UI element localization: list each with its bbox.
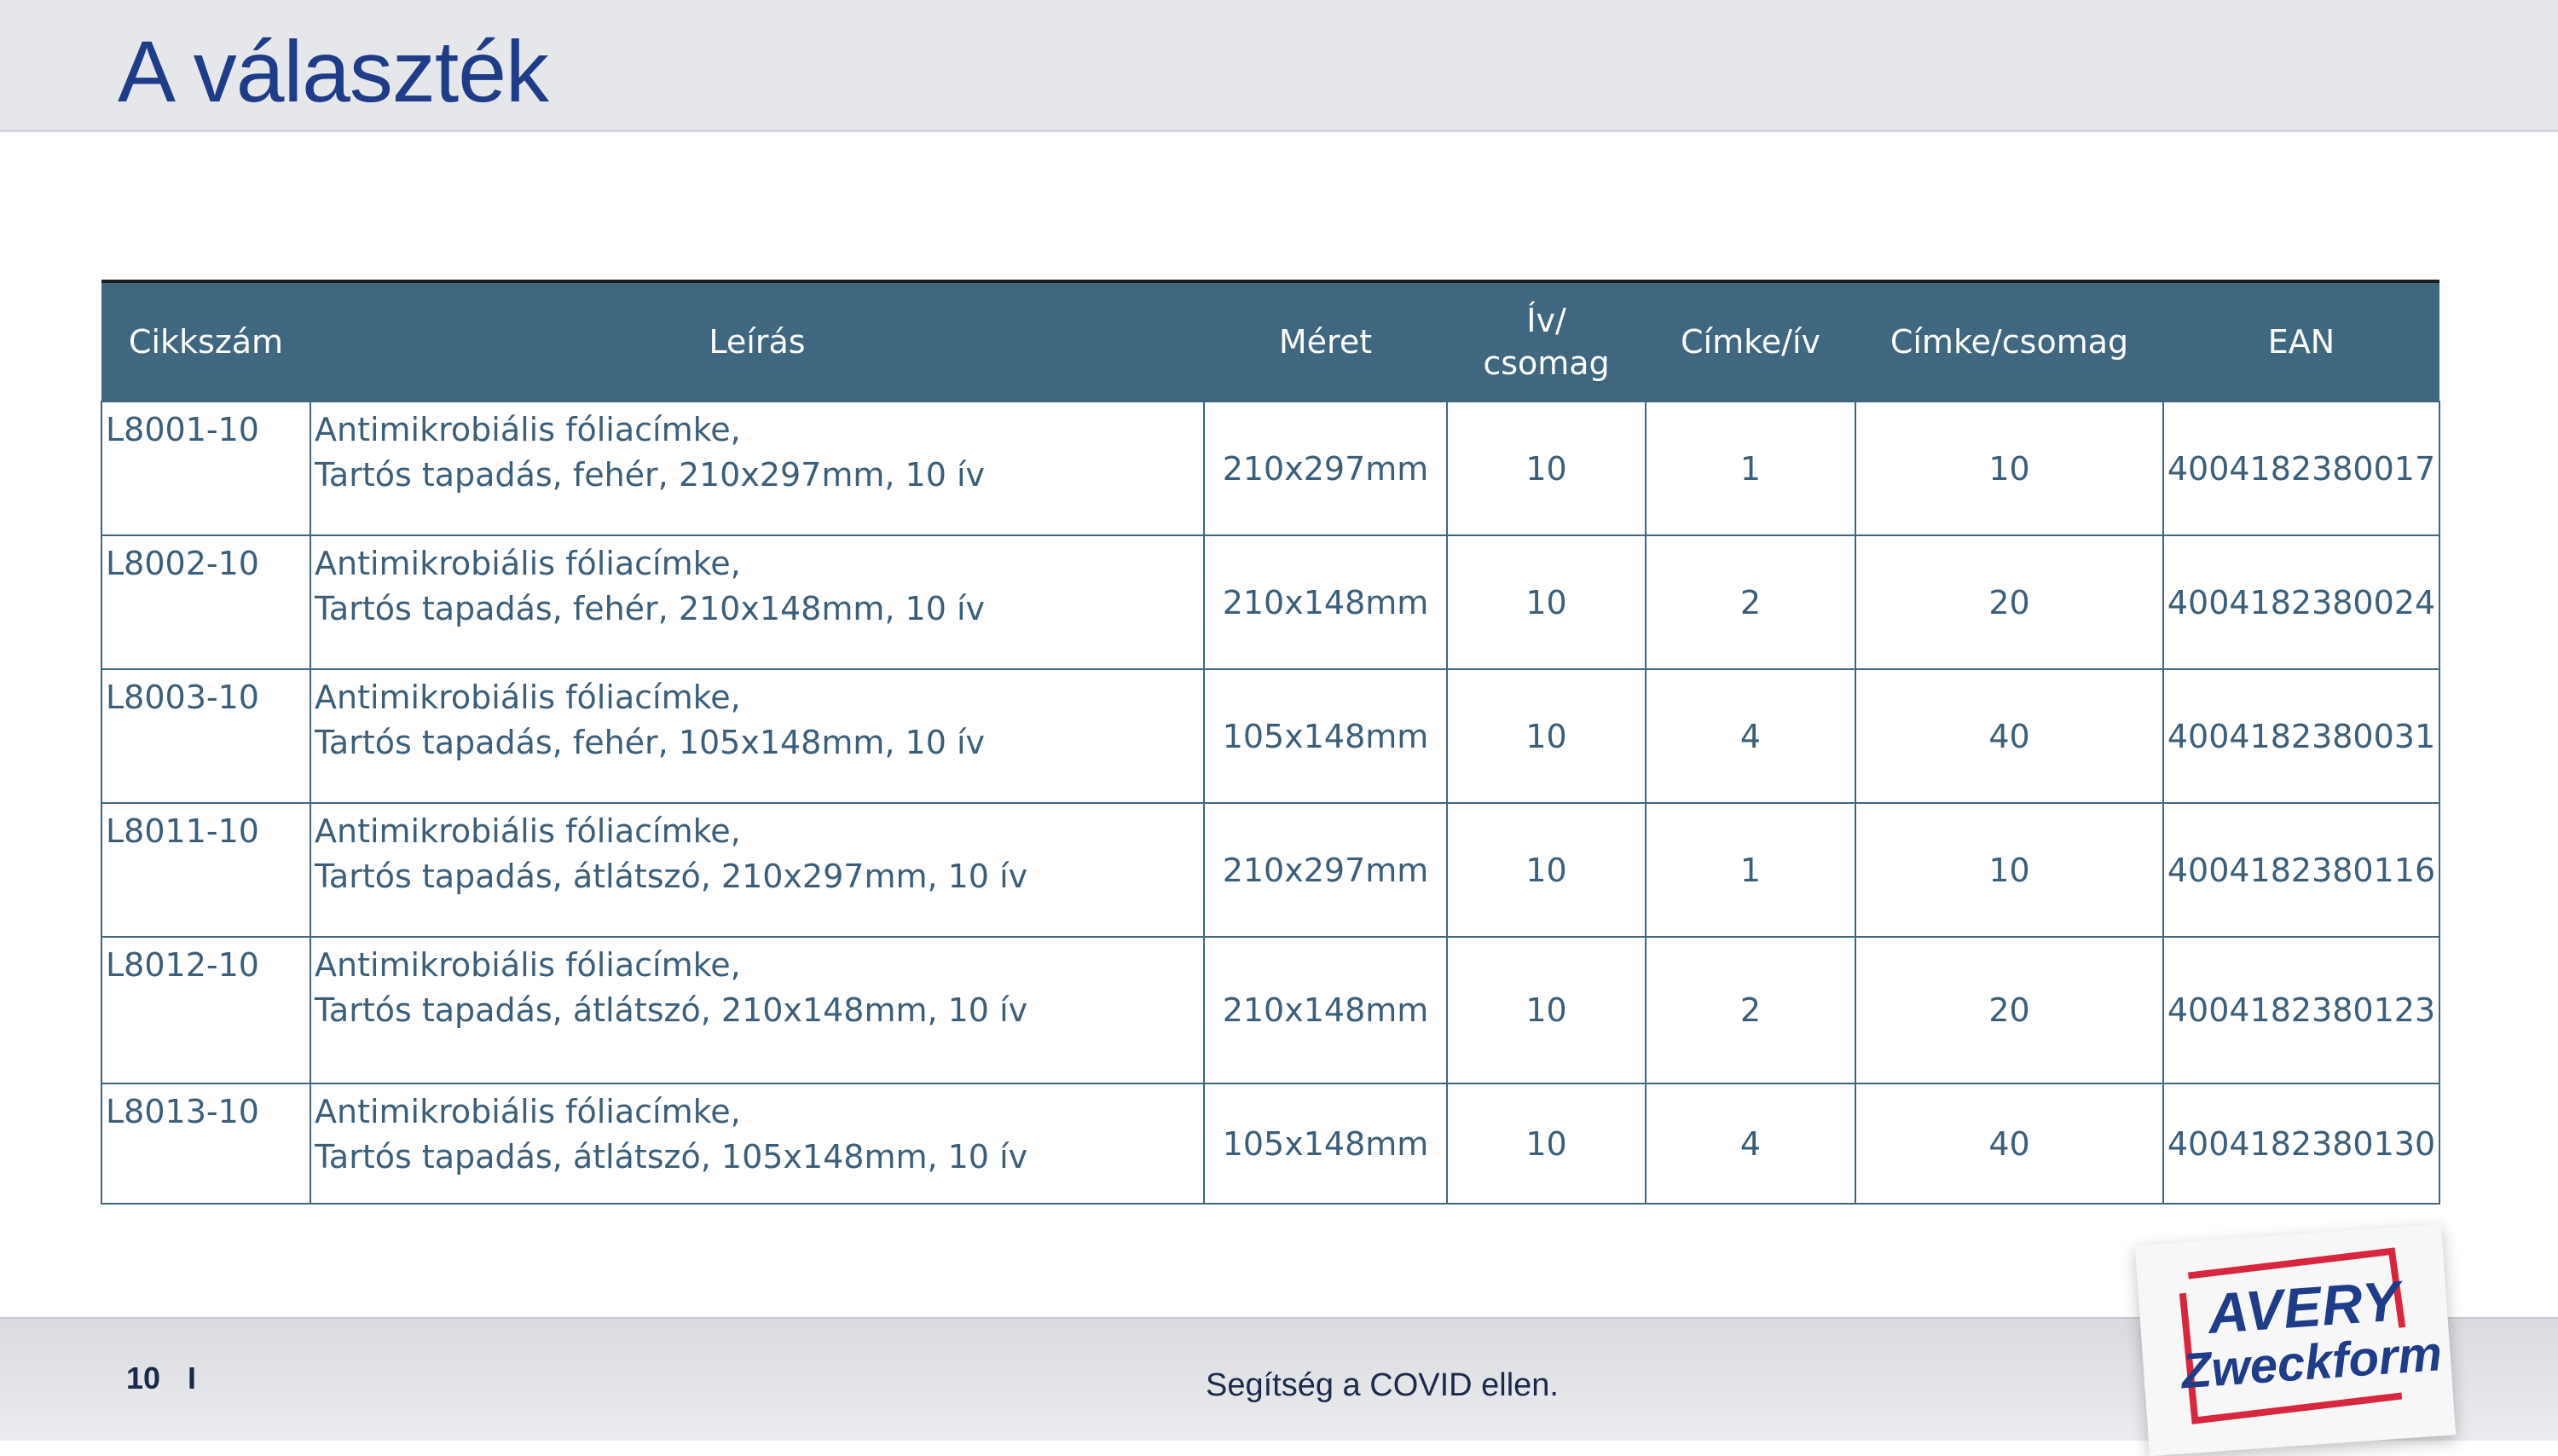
- table-row: L8002-10 Antimikrobiális fóliacímke, Tart…: [101, 534, 2440, 670]
- cell-sheets: 10: [1446, 401, 1646, 536]
- cell-code: L8011-10: [101, 802, 311, 938]
- header-labels-per-sheet: Címke/ív: [1646, 280, 1855, 402]
- cell-ean: 4004182380031: [2162, 668, 2440, 804]
- cell-description: Antimikrobiális fóliacímke, Tartós tapadá…: [310, 936, 1205, 1084]
- cell-ean: 4004182380024: [2162, 534, 2440, 670]
- cell-per-sheet: 4: [1645, 668, 1856, 804]
- page-number: 10: [126, 1361, 161, 1395]
- cell-code: L8002-10: [101, 534, 311, 670]
- cell-per-pack: 20: [1855, 534, 2164, 670]
- cell-per-pack: 20: [1855, 936, 2164, 1084]
- cell-code: L8012-10: [101, 936, 311, 1084]
- header-sheets-line2: csomag: [1483, 344, 1610, 382]
- header-sheets-per-pack: Ív/csomag: [1447, 280, 1646, 402]
- header-sheets-line1: Ív/: [1526, 302, 1566, 339]
- table-row: L8012-10 Antimikrobiális fóliacímke, Tart…: [101, 936, 2440, 1084]
- cell-size: 210x148mm: [1203, 936, 1448, 1084]
- cell-per-sheet: 2: [1645, 936, 1856, 1084]
- cell-per-sheet: 1: [1645, 401, 1856, 536]
- cell-ean: 4004182380130: [2162, 1083, 2440, 1205]
- cell-sheets: 10: [1446, 534, 1646, 670]
- table-row: L8013-10 Antimikrobiális fóliacímke, Tart…: [101, 1083, 2440, 1205]
- cell-description: Antimikrobiális fóliacímke, Tartós tapadá…: [310, 668, 1205, 804]
- cell-description: Antimikrobiális fóliacímke, Tartós tapadá…: [310, 1083, 1205, 1205]
- cell-per-sheet: 1: [1645, 802, 1856, 938]
- cell-description: Antimikrobiális fóliacímke, Tartós tapadá…: [310, 802, 1205, 938]
- cell-description: Antimikrobiális fóliacímke, Tartós tapadá…: [310, 534, 1205, 670]
- header-labels-per-pack: Címke/csomag: [1855, 280, 2163, 402]
- cell-code: L8001-10: [101, 401, 311, 536]
- cell-ean: 4004182380116: [2162, 802, 2440, 938]
- page-title: A választék: [118, 23, 549, 120]
- cell-sheets: 10: [1446, 668, 1646, 804]
- avery-zweckform-logo: AVERY Zweckform: [2134, 1223, 2457, 1456]
- cell-desc-line1: Antimikrobiális fóliacímke,: [315, 812, 741, 850]
- cell-desc-line1: Antimikrobiális fóliacímke,: [315, 411, 741, 448]
- table-row: L8001-10 Antimikrobiális fóliacímke, Tart…: [101, 401, 2440, 536]
- page-separator: I: [188, 1361, 197, 1395]
- cell-per-pack: 10: [1855, 401, 2164, 536]
- cell-desc-line2: Tartós tapadás, fehér, 210x148mm, 10 ív: [315, 590, 986, 627]
- header-band: [0, 0, 2558, 132]
- cell-desc-line2: Tartós tapadás, fehér, 105x148mm, 10 ív: [315, 724, 986, 761]
- cell-code: L8013-10: [101, 1083, 311, 1205]
- table-header-row: Cikkszám Leírás Méret Ív/csomag Címke/ív…: [101, 280, 2439, 402]
- cell-desc-line2: Tartós tapadás, átlátszó, 210x148mm, 10 …: [315, 991, 1028, 1029]
- cell-per-pack: 40: [1855, 1083, 2164, 1205]
- cell-sheets: 10: [1446, 1083, 1646, 1205]
- logo-frame-icon: [2179, 1247, 2406, 1424]
- footer-text: Segítség a COVID ellen.: [1206, 1367, 1559, 1403]
- cell-desc-line1: Antimikrobiális fóliacímke,: [315, 545, 741, 582]
- cell-size: 210x148mm: [1203, 534, 1448, 670]
- footer-band: [0, 1317, 2558, 1441]
- cell-sheets: 10: [1446, 802, 1646, 938]
- cell-desc-line1: Antimikrobiális fóliacímke,: [315, 946, 741, 984]
- cell-desc-line1: Antimikrobiális fóliacímke,: [315, 1093, 741, 1130]
- cell-per-pack: 10: [1855, 802, 2164, 938]
- header-ean: EAN: [2163, 280, 2439, 402]
- cell-description: Antimikrobiális fóliacímke, Tartós tapadá…: [310, 401, 1205, 536]
- table-row: L8003-10 Antimikrobiális fóliacímke, Tart…: [101, 668, 2440, 804]
- cell-per-sheet: 4: [1645, 1083, 1856, 1205]
- cell-code: L8003-10: [101, 668, 311, 804]
- cell-per-pack: 40: [1855, 668, 2164, 804]
- cell-size: 105x148mm: [1203, 1083, 1448, 1205]
- cell-sheets: 10: [1446, 936, 1646, 1084]
- cell-ean: 4004182380017: [2162, 401, 2440, 536]
- header-code: Cikkszám: [101, 280, 310, 402]
- cell-desc-line2: Tartós tapadás, átlátszó, 210x297mm, 10 …: [315, 858, 1028, 895]
- cell-desc-line1: Antimikrobiális fóliacímke,: [315, 679, 741, 716]
- cell-per-sheet: 2: [1645, 534, 1856, 670]
- table-row: L8011-10 Antimikrobiális fóliacímke, Tart…: [101, 802, 2440, 938]
- header-size: Méret: [1204, 280, 1447, 402]
- cell-size: 210x297mm: [1203, 802, 1448, 938]
- cell-size: 105x148mm: [1203, 668, 1448, 804]
- cell-desc-line2: Tartós tapadás, fehér, 210x297mm, 10 ív: [315, 456, 986, 494]
- cell-desc-line2: Tartós tapadás, átlátszó, 105x148mm, 10 …: [315, 1138, 1028, 1176]
- product-table-container: Cikkszám Leírás Méret Ív/csomag Címke/ív…: [101, 280, 2440, 1205]
- product-table: Cikkszám Leírás Méret Ív/csomag Címke/ív…: [101, 280, 2440, 1205]
- header-description: Leírás: [310, 280, 1204, 402]
- cell-ean: 4004182380123: [2162, 936, 2440, 1084]
- cell-size: 210x297mm: [1203, 401, 1448, 536]
